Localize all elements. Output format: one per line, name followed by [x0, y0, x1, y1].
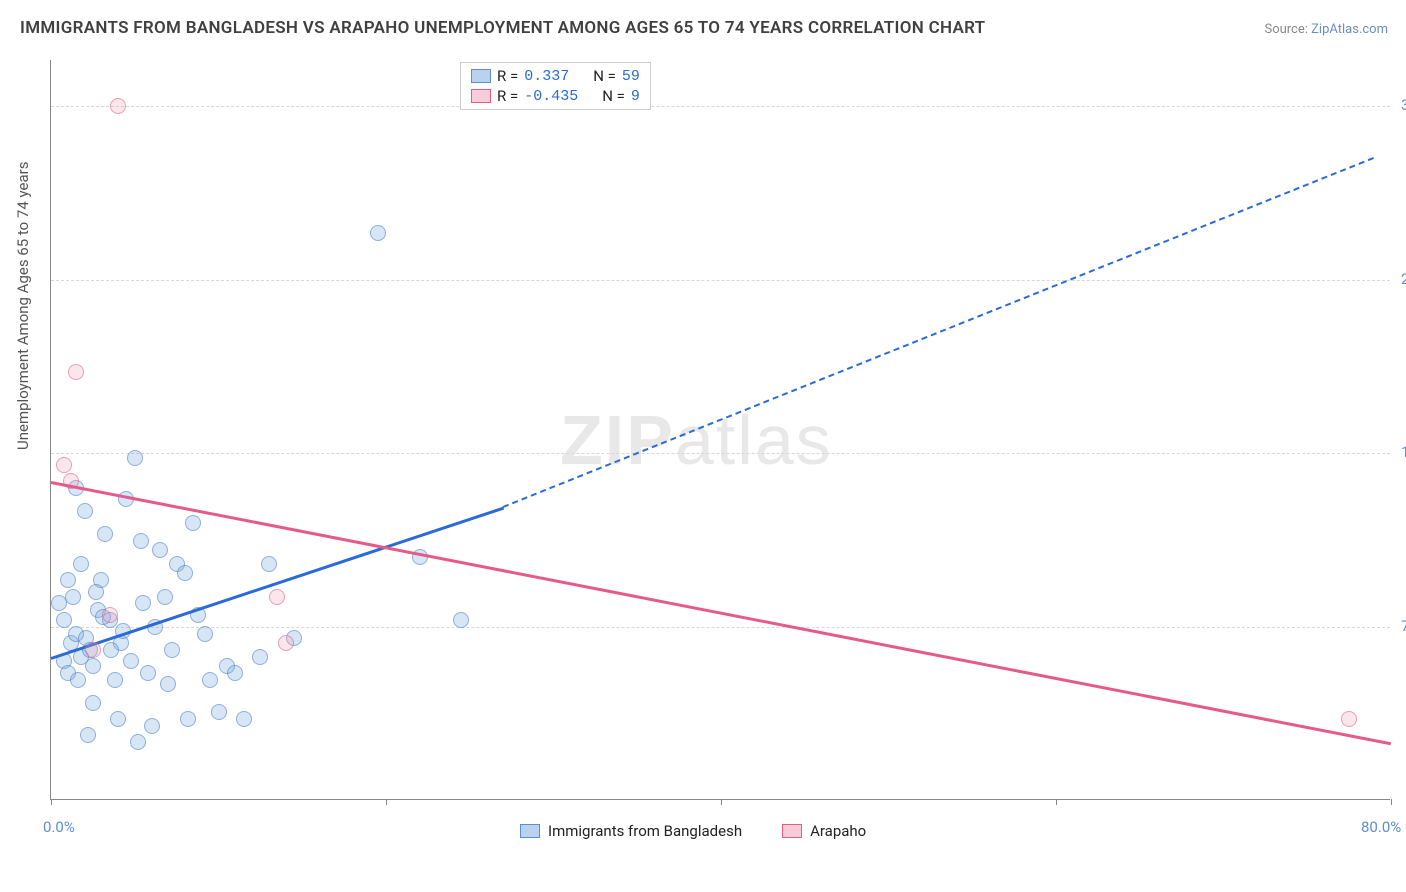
scatter-point — [68, 364, 84, 380]
legend-row: R = 0.337 N = 59 — [471, 67, 640, 85]
y-tick-label: 7.5% — [1401, 617, 1406, 635]
scatter-point — [236, 711, 252, 727]
scatter-point — [65, 589, 81, 605]
n-value: 9 — [631, 88, 640, 105]
scatter-point — [261, 556, 277, 572]
scatter-point — [278, 635, 294, 651]
x-tick — [51, 799, 52, 805]
legend-row: R = -0.435 N = 9 — [471, 87, 640, 105]
n-label: N = — [593, 67, 616, 85]
x-tick — [386, 799, 387, 805]
legend-label: Immigrants from Bangladesh — [548, 822, 742, 840]
y-tick-label: 15.0% — [1401, 443, 1406, 461]
y-tick-label: 22.5% — [1401, 270, 1406, 288]
scatter-point — [130, 734, 146, 750]
scatter-point — [107, 672, 123, 688]
scatter-point — [227, 665, 243, 681]
scatter-point — [85, 695, 101, 711]
legend-swatch — [520, 824, 540, 838]
scatter-point — [77, 503, 93, 519]
scatter-point — [133, 533, 149, 549]
scatter-point — [269, 589, 285, 605]
legend-swatch — [782, 824, 802, 838]
scatter-point — [110, 711, 126, 727]
y-tick-label: 30.0% — [1401, 96, 1406, 114]
scatter-point — [164, 642, 180, 658]
scatter-point — [135, 595, 151, 611]
scatter-point — [177, 565, 193, 581]
scatter-point — [1341, 711, 1357, 727]
scatter-point — [144, 718, 160, 734]
legend-top: R = 0.337 N = 59 R = -0.435 N = 9 — [460, 62, 651, 110]
scatter-point — [56, 612, 72, 628]
trend-line — [51, 481, 1392, 745]
scatter-point — [103, 642, 119, 658]
chart-area: 7.5%15.0%22.5%30.0%0.0%80.0% Immigrants … — [50, 60, 1390, 840]
gridline — [51, 280, 1390, 281]
scatter-point — [211, 704, 227, 720]
legend-item: Immigrants from Bangladesh — [520, 822, 742, 840]
scatter-point — [185, 515, 201, 531]
scatter-point — [85, 642, 101, 658]
gridline — [51, 453, 1390, 454]
scatter-point — [370, 225, 386, 241]
legend-swatch — [471, 89, 491, 103]
scatter-point — [140, 665, 156, 681]
source-link[interactable]: ZipAtlas.com — [1311, 22, 1388, 37]
scatter-point — [56, 457, 72, 473]
scatter-point — [97, 526, 113, 542]
scatter-point — [85, 658, 101, 674]
n-value: 59 — [622, 68, 640, 85]
legend-bottom: Immigrants from Bangladesh Arapaho — [520, 822, 866, 840]
r-label: R = — [497, 87, 518, 105]
scatter-point — [453, 612, 469, 628]
trend-line-extrapolation — [503, 157, 1375, 508]
source-prefix: Source: — [1264, 22, 1311, 37]
scatter-point — [88, 584, 104, 600]
x-tick — [1391, 799, 1392, 805]
y-axis-label: Unemployment Among Ages 65 to 74 years — [14, 162, 32, 450]
x-tick — [1056, 799, 1057, 805]
r-value: -0.435 — [524, 88, 578, 105]
plot-region: 7.5%15.0%22.5%30.0%0.0%80.0% — [50, 60, 1390, 800]
trend-line — [51, 506, 504, 659]
scatter-point — [110, 98, 126, 114]
scatter-point — [73, 556, 89, 572]
scatter-point — [127, 450, 143, 466]
scatter-point — [197, 626, 213, 642]
scatter-point — [157, 589, 173, 605]
source-attribution: Source: ZipAtlas.com — [1264, 22, 1388, 37]
gridline — [51, 627, 1390, 628]
n-label: N = — [602, 87, 625, 105]
chart-title: IMMIGRANTS FROM BANGLADESH VS ARAPAHO UN… — [20, 18, 985, 38]
legend-swatch — [471, 69, 491, 83]
scatter-point — [252, 649, 268, 665]
scatter-point — [80, 727, 96, 743]
r-value: 0.337 — [524, 68, 569, 85]
scatter-point — [123, 653, 139, 669]
scatter-point — [70, 672, 86, 688]
legend-label: Arapaho — [810, 822, 866, 840]
scatter-point — [60, 572, 76, 588]
gridline — [51, 106, 1390, 107]
legend-item: Arapaho — [782, 822, 866, 840]
scatter-point — [180, 711, 196, 727]
scatter-point — [160, 676, 176, 692]
scatter-point — [202, 672, 218, 688]
scatter-point — [102, 607, 118, 623]
scatter-point — [152, 542, 168, 558]
x-tick-label: 80.0% — [1361, 818, 1401, 836]
x-tick-label: 0.0% — [43, 818, 75, 836]
x-tick — [721, 799, 722, 805]
r-label: R = — [497, 67, 518, 85]
